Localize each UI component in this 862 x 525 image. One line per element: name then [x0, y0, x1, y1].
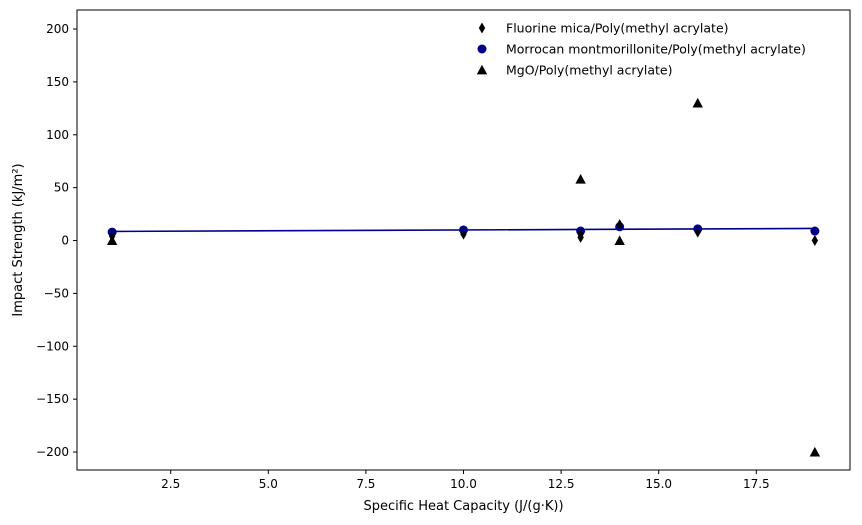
legend-marker [478, 22, 486, 34]
x-tick-label: 5.0 [259, 477, 278, 491]
y-tick-label: 100 [46, 128, 69, 142]
legend-label: Morrocan montmorillonite/Poly(methyl acr… [506, 42, 806, 57]
regression-line [112, 227, 815, 233]
plot-area [106, 97, 821, 457]
y-tick-label: −100 [36, 339, 69, 353]
x-tick-label: 2.5 [161, 477, 180, 491]
x-tick-label: 17.5 [743, 477, 770, 491]
x-tick-label: 12.5 [548, 477, 575, 491]
y-tick-label: 150 [46, 75, 69, 89]
y-axis: 200 150 100 50 0 −50 −100 −150 −200 [36, 22, 77, 459]
data-point [811, 235, 819, 247]
data-point [614, 235, 625, 245]
legend-label: Fluorine mica/Poly(methyl acrylate) [506, 21, 729, 36]
legend-marker [477, 44, 487, 54]
data-point [575, 173, 586, 184]
series-triangle [106, 97, 821, 457]
data-point [577, 228, 584, 240]
x-tick-label: 10.0 [450, 477, 477, 491]
y-tick-label: −150 [36, 392, 69, 406]
y-tick-label: 50 [54, 181, 69, 195]
legend-label: MgO/Poly(methyl acrylate) [506, 63, 672, 78]
x-axis-label: Specific Heat Capacity (J/(g·K)) [363, 499, 563, 514]
data-point [106, 235, 118, 245]
y-axis-label: Impact Strength (kJ/m²) [11, 163, 26, 316]
y-tick-label: 0 [61, 234, 69, 248]
y-tick-label: −200 [36, 445, 69, 459]
data-point [809, 446, 821, 457]
x-axis: 2.5 5.0 7.5 10.0 12.5 15.0 17.5 [161, 470, 770, 491]
x-tick-label: 7.5 [356, 477, 375, 491]
x-tick-label: 15.0 [645, 477, 672, 491]
data-point [460, 228, 467, 240]
y-tick-label: −50 [44, 286, 69, 300]
data-point [692, 97, 703, 108]
legend-marker [476, 64, 488, 75]
y-tick-label: 200 [46, 22, 69, 36]
legend: Fluorine mica/Poly(methyl acrylate) Morro… [476, 21, 806, 78]
data-point [616, 219, 623, 231]
